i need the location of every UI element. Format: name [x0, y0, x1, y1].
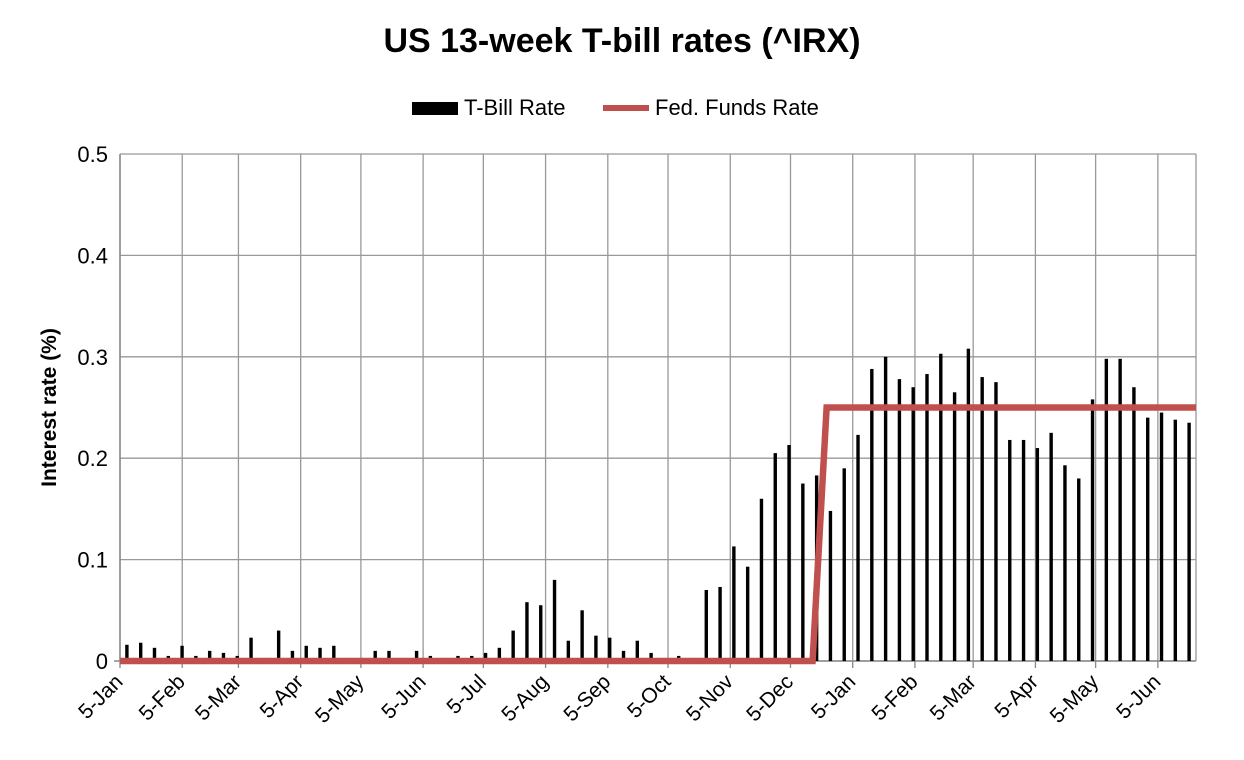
x-tick-label: 5-Feb — [135, 670, 190, 725]
tbill-bar — [332, 645, 336, 661]
legend-item-tbill: T-Bill Rate — [412, 95, 565, 121]
x-tick-label: 5-Jan — [807, 670, 860, 723]
x-tick-label: 5-Apr — [256, 670, 309, 723]
tbill-bar — [966, 348, 971, 661]
tbill-bar — [1146, 417, 1150, 661]
tbill-bar — [621, 650, 626, 661]
tbill-bar — [980, 377, 984, 661]
tbill-bar — [718, 586, 722, 661]
tbill-bar — [1132, 387, 1136, 661]
tbill-bar — [911, 387, 915, 661]
x-tick-label: 5-Sep — [559, 670, 615, 726]
tbill-bar — [387, 650, 391, 661]
x-tick-label: 5-Mar — [926, 670, 981, 725]
tbill-bar — [373, 650, 377, 661]
tbill-bar — [1035, 448, 1040, 661]
tbill-bar — [787, 445, 791, 661]
legend-label-tbill: T-Bill Rate — [464, 95, 566, 120]
x-tick-label: 5-Dec — [742, 670, 798, 726]
tbill-bar — [552, 579, 557, 661]
tbill-bar — [125, 644, 129, 661]
tbill-bar — [483, 652, 488, 661]
tbill-bar — [539, 605, 543, 661]
tbill-bar — [801, 483, 805, 661]
tbill-bar — [525, 602, 529, 661]
tbill-bar — [994, 382, 998, 661]
tbill-bar — [1077, 478, 1081, 661]
tbill-bar — [594, 635, 598, 661]
tbill-bar — [649, 652, 653, 661]
legend-item-fedfunds: Fed. Funds Rate — [603, 95, 819, 121]
tbill-bar — [856, 434, 860, 661]
y-tick-label: 0 — [96, 649, 108, 674]
x-tick-label: 5-May — [1046, 670, 1104, 728]
tbill-bar — [635, 640, 640, 661]
tbill-bar — [1104, 358, 1109, 661]
tbill-bar — [1173, 419, 1178, 661]
tbill-bar — [1063, 465, 1067, 661]
legend-label-fedfunds: Fed. Funds Rate — [655, 95, 819, 120]
tbill-bar — [249, 637, 253, 661]
x-tick-label: 5-Jun — [377, 670, 430, 723]
tbill-bar — [1008, 439, 1012, 661]
tbill-bar — [759, 498, 764, 661]
y-tick-label: 0.5 — [77, 142, 108, 167]
x-tick-label: 5-Jul — [442, 670, 490, 718]
tbill-bar — [511, 630, 515, 661]
x-tick-label: 5-Apr — [990, 670, 1043, 723]
y-tick-label: 0.1 — [77, 548, 108, 573]
tbill-bar — [897, 379, 902, 661]
x-tick-label: 5-Nov — [682, 670, 738, 726]
y-tick-label: 0.2 — [77, 446, 108, 471]
tbill-bar — [497, 647, 502, 661]
tbill-bar — [1021, 439, 1026, 661]
tbill-bar — [304, 645, 308, 661]
tbill-bar — [925, 374, 929, 661]
tbill-bar — [1159, 412, 1164, 661]
x-tick-label: 5-Aug — [497, 670, 553, 726]
legend-swatch-fedfunds — [603, 105, 649, 111]
tbill-bar — [732, 546, 736, 661]
tbill-bar — [414, 650, 419, 661]
tbill-bar — [1118, 358, 1122, 661]
chart-title: US 13-week T-bill rates (^IRX) — [383, 22, 861, 60]
x-tick-label: 5-Feb — [867, 670, 922, 725]
y-axis-label: Interest rate (%) — [38, 328, 61, 487]
x-tick-label: 5-Jun — [1112, 670, 1165, 723]
tbill-bar — [939, 353, 943, 661]
tbill-bar — [207, 650, 212, 661]
tbill-bar — [318, 647, 322, 661]
tbill-bar — [221, 652, 226, 661]
legend: T-Bill Rate Fed. Funds Rate — [0, 95, 1244, 125]
tbill-bar — [276, 630, 281, 661]
tbill-bar — [842, 468, 846, 661]
tbill-bar — [566, 640, 571, 661]
tbill-bar — [290, 650, 295, 661]
tbill-bar — [704, 590, 708, 661]
y-tick-label: 0.3 — [77, 345, 108, 370]
x-tick-label: 5-Oct — [623, 670, 676, 723]
tbill-bar — [180, 645, 184, 661]
tbill-bar — [952, 392, 957, 661]
tbill-bar — [870, 368, 874, 661]
x-tick-label: 5-May — [311, 670, 369, 728]
fed-funds-line — [120, 404, 1196, 665]
tbill-bar — [608, 637, 612, 661]
tbill-bar — [745, 566, 750, 661]
tbill-bar — [1049, 432, 1053, 661]
legend-swatch-tbill — [412, 101, 458, 115]
x-tick-label: 5-Mar — [191, 670, 246, 725]
x-tick-label: 5-Jan — [74, 670, 127, 723]
tbill-bar — [1090, 399, 1095, 661]
tbill-bar — [773, 453, 777, 661]
tbill-bar — [138, 642, 143, 661]
tbill-bar — [828, 510, 833, 661]
tbill-bar — [152, 647, 157, 661]
tbill-bar — [883, 356, 888, 661]
y-tick-label: 0.4 — [77, 243, 108, 268]
tbill-bar — [580, 610, 584, 661]
tbill-bar — [1187, 422, 1191, 661]
